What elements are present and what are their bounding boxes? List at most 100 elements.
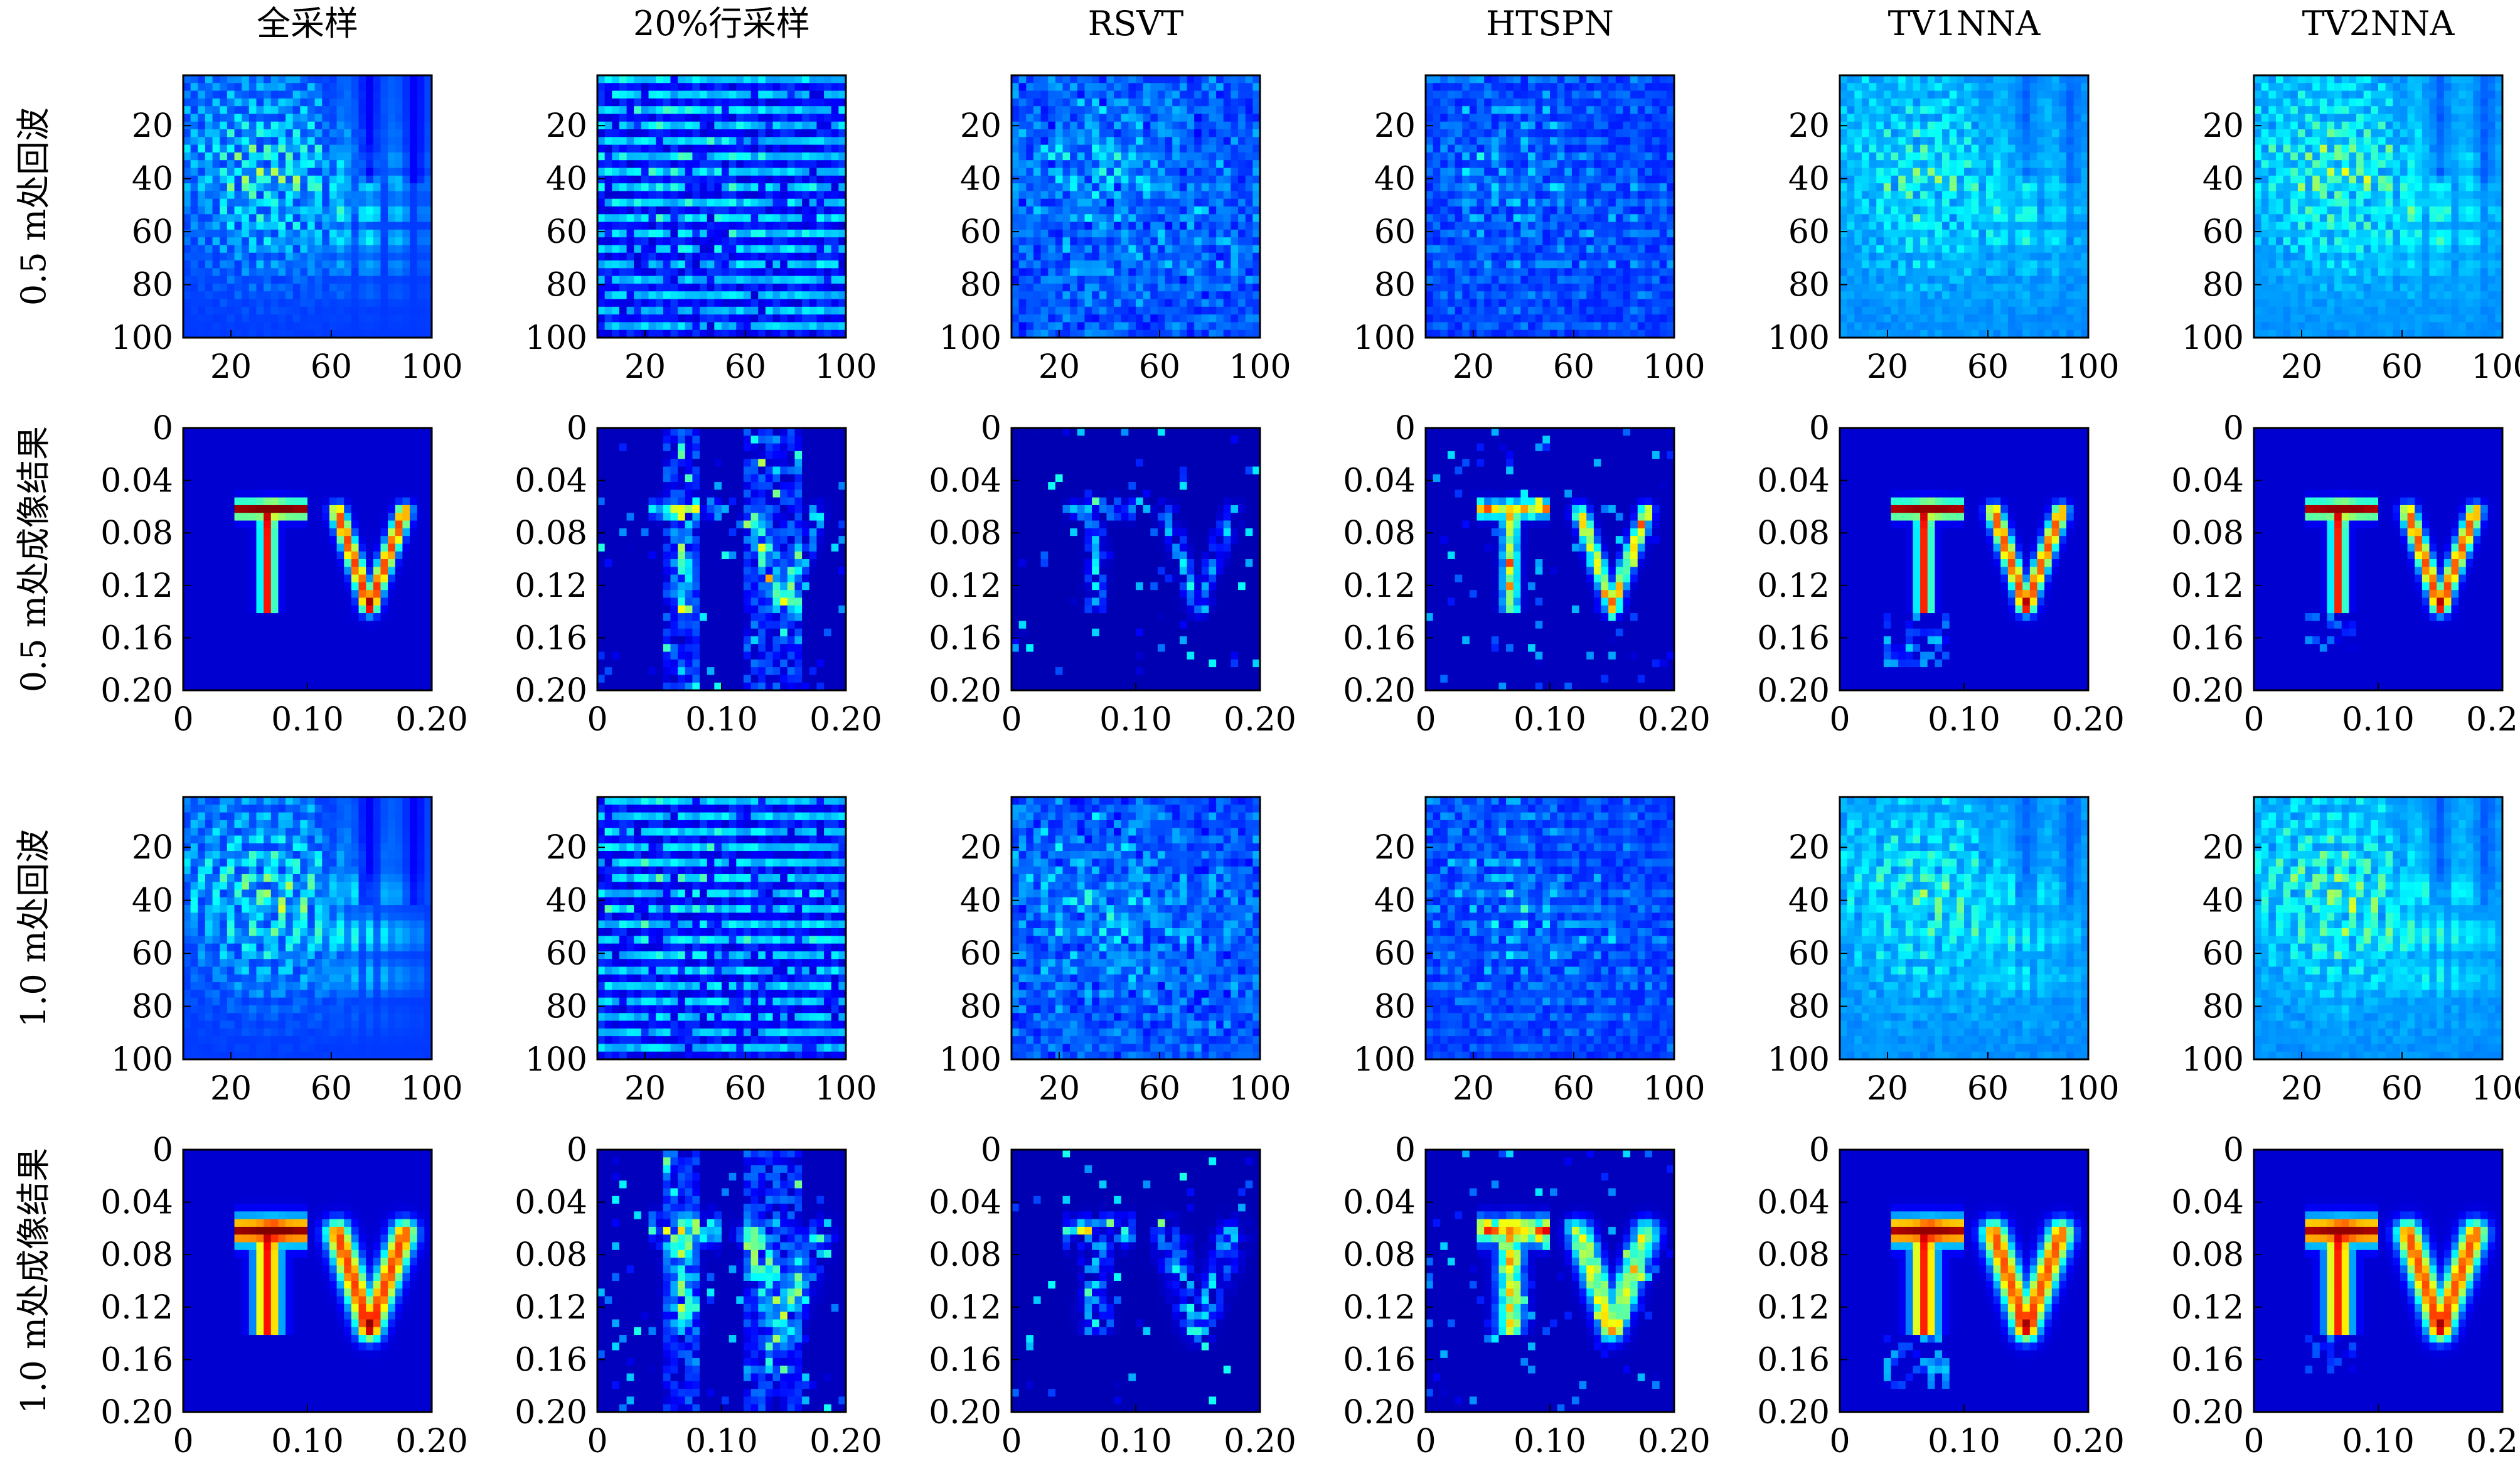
heatmap-cell [234,322,242,331]
heatmap-cell [670,314,678,323]
heatmap-cell [722,175,730,184]
heatmap-cell [722,206,730,215]
heatmap-cell [1652,152,1660,161]
heatmap-cell [678,260,686,269]
heatmap-cell [1557,175,1565,184]
heatmap-cell [1550,114,1558,122]
heatmap-cell [1245,283,1253,292]
heatmap-cell [1114,191,1122,200]
heatmap-cell [1426,168,1434,176]
heatmap-cell [1520,144,1529,153]
heatmap-cell [1861,129,1870,137]
heatmap-cell [648,90,656,99]
heatmap-cell [597,222,606,230]
heatmap-cell [1012,299,1020,308]
heatmap-cell [256,329,264,338]
heatmap-cell [597,106,606,115]
heatmap-cell [604,260,612,269]
heatmap-cell [1245,245,1253,254]
heatmap-cell [656,152,664,161]
heatmap-cell [758,245,766,254]
heatmap-cell [612,329,620,338]
heatmap-cell [1891,75,1899,83]
heatmap-cell [1927,129,1936,137]
heatmap-cell [1993,121,2001,130]
heatmap-cell [1165,299,1173,308]
heatmap-cell [1099,237,1108,246]
heatmap-cell [1667,114,1674,122]
heatmap-cell [1847,106,1855,115]
heatmap-cell [1201,222,1210,230]
heatmap-cell [1440,314,1448,323]
heatmap-cell [1476,214,1485,223]
heatmap-cell [1055,160,1064,169]
heatmap-cell [424,306,432,315]
heatmap-cell [373,314,382,323]
heatmap-cell [1528,306,1536,315]
heatmap-cell [1128,222,1136,230]
heatmap-cell [816,299,825,308]
heatmap-cell [322,98,330,107]
heatmap-cell [205,121,213,130]
heatmap-cell [612,106,620,115]
heatmap-cell [1476,314,1485,323]
heatmap-cell [1106,90,1114,99]
heatmap-cell [1520,183,1529,192]
heatmap-cell [1645,129,1653,137]
heatmap-cell [417,275,425,284]
heatmap-cell [286,121,294,130]
heatmap-cell [1978,83,1987,92]
heatmap-cell [1194,152,1202,161]
heatmap-cell [663,183,671,192]
heatmap-cell [351,245,360,254]
y-tick-label: 80 [1374,267,1416,304]
heatmap-cell [1048,306,1056,315]
heatmap-cell [234,75,242,83]
heatmap-cell [1070,83,1078,92]
heatmap-cell [1630,322,1638,331]
heatmap-cell [1128,83,1136,92]
heatmap-cell [729,283,737,292]
heatmap-cell [1209,306,1217,315]
heatmap-cell [322,306,330,315]
heatmap-cell [1033,322,1042,331]
heatmap-cell [1179,144,1188,153]
heatmap-cell [1194,191,1202,200]
heatmap-cell [626,222,634,230]
heatmap-cell [205,168,213,176]
heatmap-cell [366,160,374,169]
heatmap-cell [648,83,656,92]
heatmap-cell [1659,90,1667,99]
heatmap-cell [1891,121,1899,130]
heatmap-cell [424,175,432,184]
heatmap-cell [402,183,410,192]
heatmap-cell [1637,206,1646,215]
heatmap-cell [1187,275,1195,284]
heatmap-cell [2000,98,2009,107]
heatmap-cell [351,160,360,169]
heatmap-cell [256,160,264,169]
heatmap-cell [787,160,796,169]
heatmap-cell [292,214,301,223]
heatmap-cell [1106,206,1114,215]
heatmap-cell [1172,322,1180,331]
heatmap-cell [634,106,642,115]
heatmap-cell [1520,83,1529,92]
heatmap-cell [395,114,403,122]
heatmap-cell [1535,206,1543,215]
heatmap-cell [1201,314,1210,323]
heatmap-cell [1949,129,1957,137]
heatmap-cell [1143,299,1151,308]
heatmap-cell [270,252,279,261]
heatmap-cell [692,121,700,130]
heatmap-cell [758,268,766,277]
heatmap-cell [205,252,213,261]
heatmap-cell [787,129,796,137]
heatmap-cell [329,275,338,284]
heatmap-cell [1447,198,1456,207]
heatmap-cell [685,168,693,176]
heatmap-cell [402,268,410,277]
heatmap-cell [1447,229,1456,238]
heatmap-cell [1040,90,1049,99]
heatmap-cell [816,283,825,292]
